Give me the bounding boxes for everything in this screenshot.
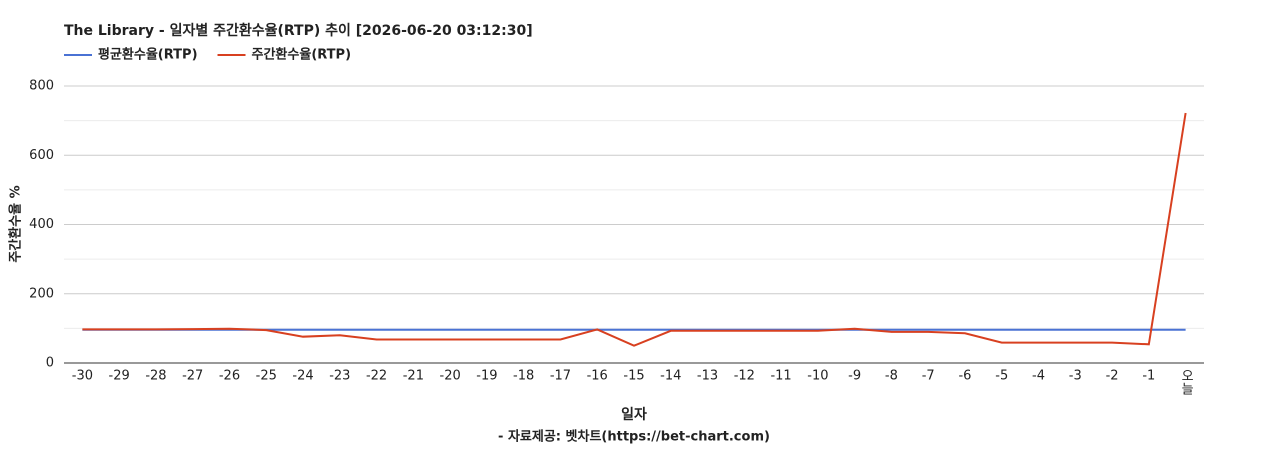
x-tick-label: -13: [697, 369, 718, 384]
x-tick-label: -29: [109, 369, 130, 384]
y-axis-title: 주간환수율 %: [8, 185, 24, 262]
y-tick-label: 800: [29, 79, 54, 94]
x-tick-label: -28: [145, 369, 166, 384]
x-tick-label: -17: [550, 369, 571, 384]
x-tick-label: -8: [885, 369, 898, 384]
x-tick-label: -20: [440, 369, 461, 384]
x-tick-label: -27: [182, 369, 203, 384]
x-tick-label: -12: [734, 369, 755, 384]
y-tick-label: 600: [29, 148, 54, 163]
footer: - 자료제공: 벳차트(https://bet-chart.com): [498, 429, 770, 445]
x-axis-title: 일자: [621, 407, 647, 423]
x-tick-label: -30: [72, 369, 93, 384]
x-tick-label: -21: [403, 369, 424, 384]
x-tick-label: -7: [922, 369, 935, 384]
x-tick-label: -25: [256, 369, 277, 384]
y-tick-label: 0: [46, 356, 54, 371]
x-tick-label: -9: [848, 369, 861, 384]
x-tick-label: -4: [1032, 369, 1045, 384]
x-tick-label: -1: [1142, 369, 1155, 384]
x-tick-label: -15: [623, 369, 644, 384]
x-tick-label: -19: [476, 369, 497, 384]
x-tick-label: 오늘: [1178, 369, 1193, 395]
x-tick-label: -23: [329, 369, 350, 384]
y-tick-label: 200: [29, 286, 54, 301]
series-line: [82, 112, 1187, 347]
chart-title: The Library - 일자별 주간환수율(RTP) 추이 [2026-06…: [64, 22, 533, 39]
y-tick-label: 400: [29, 217, 54, 232]
x-tick-label: -18: [513, 369, 534, 384]
x-tick-label: -22: [366, 369, 387, 384]
x-tick-label: -14: [660, 369, 681, 384]
x-tick-label: -24: [292, 369, 313, 384]
x-tick-label: -3: [1069, 369, 1082, 384]
x-tick-label: -16: [587, 369, 608, 384]
x-tick-label: -11: [770, 369, 791, 384]
x-tick-label: -6: [958, 369, 971, 384]
legend-label: 평균환수율(RTP): [98, 47, 198, 63]
legend-label: 주간환수율(RTP): [252, 47, 352, 63]
x-tick-label: -2: [1106, 369, 1119, 384]
x-tick-label: -5: [995, 369, 1008, 384]
x-tick-label: -26: [219, 369, 240, 384]
x-tick-label: -10: [807, 369, 828, 384]
